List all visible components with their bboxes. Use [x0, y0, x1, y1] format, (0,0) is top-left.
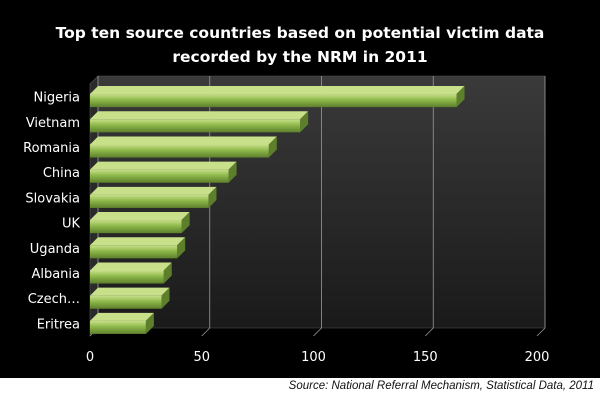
bar [90, 262, 172, 284]
category-label: Slovakia [25, 191, 80, 206]
category-label: Uganda [30, 242, 80, 257]
bar-end-face [456, 86, 465, 108]
bar [90, 287, 170, 309]
bar-end-face [228, 161, 237, 183]
gridline-floor [313, 327, 322, 337]
bar-end-face [161, 287, 170, 309]
bar-end-face [177, 237, 186, 259]
x-tick-label: 50 [193, 350, 210, 365]
bar-end-face [163, 262, 172, 284]
bar [90, 237, 186, 259]
bar-front-face [90, 194, 209, 208]
bar-top-face [90, 287, 170, 296]
x-tick-label: 0 [86, 350, 94, 365]
gridline-floor [536, 327, 546, 337]
bar-front-face [90, 295, 162, 309]
bar [90, 86, 465, 108]
category-label: Czech… [28, 292, 80, 307]
plot-area [89, 75, 546, 337]
category-label: Albania [31, 267, 80, 282]
bar-front-face [90, 94, 457, 108]
bar-front-face [90, 245, 178, 259]
category-label: Romania [23, 141, 80, 156]
bar-top-face [90, 161, 237, 170]
bar-end-face [268, 136, 277, 158]
bar-front-face [90, 220, 182, 234]
category-label: China [43, 166, 80, 181]
category-label: Vietnam [26, 116, 80, 131]
bar-top-face [90, 186, 217, 195]
x-tick-label: 200 [525, 350, 550, 365]
bar-end-face [181, 212, 190, 234]
bar-chart: Top ten source countries based on potent… [0, 0, 600, 378]
bar [90, 161, 237, 183]
bar [90, 186, 217, 208]
category-label: Eritrea [37, 317, 80, 332]
bar-front-face [90, 144, 269, 158]
bar [90, 212, 190, 234]
category-label: UK [62, 217, 81, 232]
bar-front-face [90, 119, 301, 133]
bar-top-face [90, 212, 190, 221]
bar-top-face [90, 262, 172, 271]
bar-front-face [90, 169, 229, 183]
bar-top-face [90, 136, 277, 145]
bar [90, 111, 309, 133]
category-label: Nigeria [33, 91, 80, 106]
bar-top-face [90, 86, 465, 95]
chart-panel: Top ten source countries based on potent… [0, 0, 600, 378]
bar-end-face [208, 186, 217, 208]
chart-title-line-1: Top ten source countries based on potent… [56, 24, 545, 42]
source-note: Source: National Referral Mechanism, Sta… [288, 380, 594, 392]
bar-end-face [300, 111, 309, 133]
gridline-floor [424, 327, 434, 337]
bar-top-face [90, 312, 154, 321]
y-axis-labels: Nigeria Vietnam Romania China Slovakia UK Ugan… [23, 91, 80, 333]
bar [90, 136, 277, 158]
gridline-floor [201, 327, 211, 337]
bar-top-face [90, 111, 309, 120]
bar [90, 312, 154, 334]
bar-end-face [145, 312, 154, 334]
x-axis-labels: 0 50 100 150 200 [86, 350, 550, 365]
x-tick-label: 100 [301, 350, 326, 365]
x-tick-label: 150 [413, 350, 438, 365]
bar-front-face [90, 270, 164, 284]
chart-title-line-2: recorded by the NRM in 2011 [172, 48, 427, 66]
bar-top-face [90, 237, 186, 246]
bar-front-face [90, 320, 146, 334]
